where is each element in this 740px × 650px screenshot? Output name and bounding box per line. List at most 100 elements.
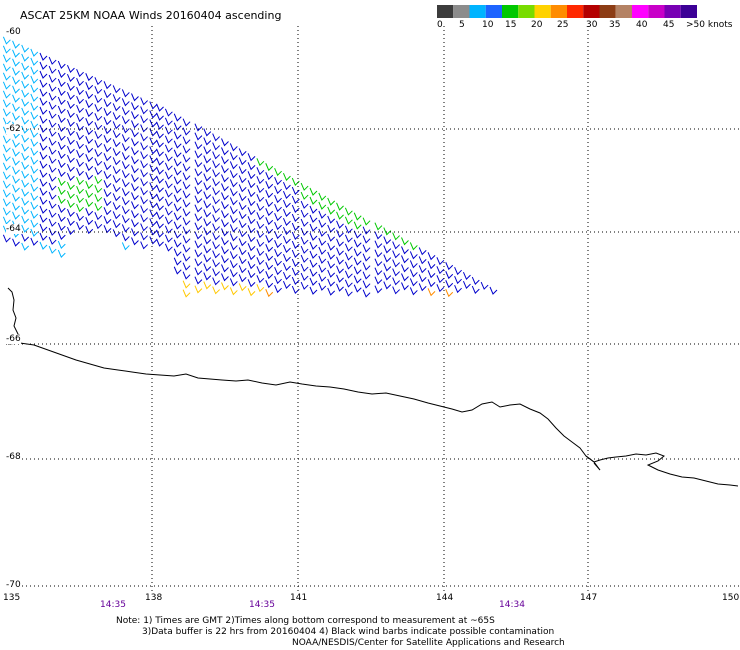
wind-barb [274, 204, 282, 213]
wind-barb [2, 189, 11, 198]
wind-barb [212, 277, 221, 286]
wind-barb [76, 222, 84, 231]
wind-barb [362, 262, 371, 271]
wind-barb [131, 174, 139, 183]
wind-barb [374, 231, 383, 240]
wind-barb [238, 184, 247, 193]
wind-barb [182, 262, 191, 271]
wind-barb [383, 272, 392, 281]
wind-barb [247, 261, 256, 270]
wind-barb [300, 263, 309, 272]
wind-barb [39, 241, 48, 250]
wind-barb [445, 262, 454, 271]
wind-barb [282, 190, 291, 200]
wind-barb [212, 268, 221, 277]
wind-barb [85, 100, 94, 109]
wind-barb [392, 277, 401, 286]
wind-barb [85, 172, 94, 181]
latitude-label: -70 [6, 580, 21, 590]
wind-barb [103, 180, 112, 189]
wind-barb [309, 241, 318, 250]
wind-barb [30, 156, 39, 165]
wind-barb [194, 177, 203, 186]
wind-barb [374, 249, 383, 258]
wind-barb [164, 243, 173, 252]
wind-barb [353, 275, 362, 284]
wind-barb [149, 200, 158, 209]
wind-barb [274, 177, 282, 186]
wind-barb [39, 106, 48, 115]
wind-barb [173, 131, 182, 140]
wind-barb [256, 239, 265, 248]
wind-barb [173, 113, 182, 122]
scale-swatch [599, 5, 616, 18]
wind-barb [291, 195, 300, 204]
wind-barb [344, 270, 353, 279]
wind-barb [300, 236, 309, 245]
wind-barb [344, 243, 353, 252]
wind-barb [112, 202, 121, 211]
wind-barb [164, 225, 173, 234]
wind-barb [300, 281, 309, 290]
wind-barb [203, 155, 212, 164]
wind-barb [282, 271, 291, 281]
wind-barb [256, 257, 265, 266]
wind-barb [57, 195, 66, 204]
wind-barb [85, 127, 94, 136]
wind-barb [318, 264, 327, 273]
wind-barb [2, 45, 11, 54]
wind-barb [156, 121, 164, 130]
wind-barb [149, 218, 158, 227]
wind-barb [247, 189, 256, 198]
wind-barb [203, 263, 212, 272]
wind-barb [121, 242, 130, 251]
wind-barb [182, 172, 191, 181]
wind-barb [103, 126, 112, 135]
wind-barb [327, 278, 336, 287]
wind-barb [229, 179, 238, 188]
wind-barb [203, 146, 212, 155]
wind-barb [48, 137, 57, 146]
wind-barb [149, 182, 158, 191]
wind-barb [2, 180, 11, 189]
wind-barb [229, 224, 238, 233]
wind-barb [131, 228, 139, 237]
scale-label: 10 [482, 20, 494, 30]
scale-swatch [485, 5, 502, 18]
wind-barb [30, 102, 39, 111]
wind-barb [76, 195, 84, 204]
wind-barb [149, 119, 158, 128]
scale-label: 20 [531, 20, 543, 30]
wind-barb [374, 240, 383, 249]
wind-barb [392, 259, 401, 268]
wind-barb [173, 149, 182, 158]
wind-barb [76, 150, 84, 159]
wind-barb [344, 261, 353, 270]
wind-barb [21, 98, 30, 107]
wind-barb [57, 204, 66, 213]
wind-barb [149, 101, 158, 110]
scale-swatch [664, 5, 681, 18]
wind-barb [57, 231, 66, 240]
wind-barb [173, 140, 182, 149]
wind-barb [121, 161, 130, 170]
wind-barb [140, 223, 149, 232]
wind-barb [76, 123, 84, 132]
wind-barb [221, 138, 229, 147]
wind-barb [194, 240, 203, 249]
wind-barb [85, 190, 94, 199]
wind-barb [182, 217, 191, 226]
wind-barb [336, 202, 344, 211]
wind-barb [291, 276, 300, 285]
wind-barb [94, 140, 103, 149]
wind-barb [94, 158, 103, 167]
wind-barb [392, 241, 401, 250]
wind-barb [21, 116, 30, 125]
wind-barb [445, 271, 454, 280]
wind-barb [164, 180, 173, 189]
wind-barb [164, 144, 173, 153]
wind-barb [76, 132, 84, 141]
wind-barb [39, 205, 48, 214]
wind-barb [247, 216, 256, 225]
wind-barb [203, 218, 212, 227]
